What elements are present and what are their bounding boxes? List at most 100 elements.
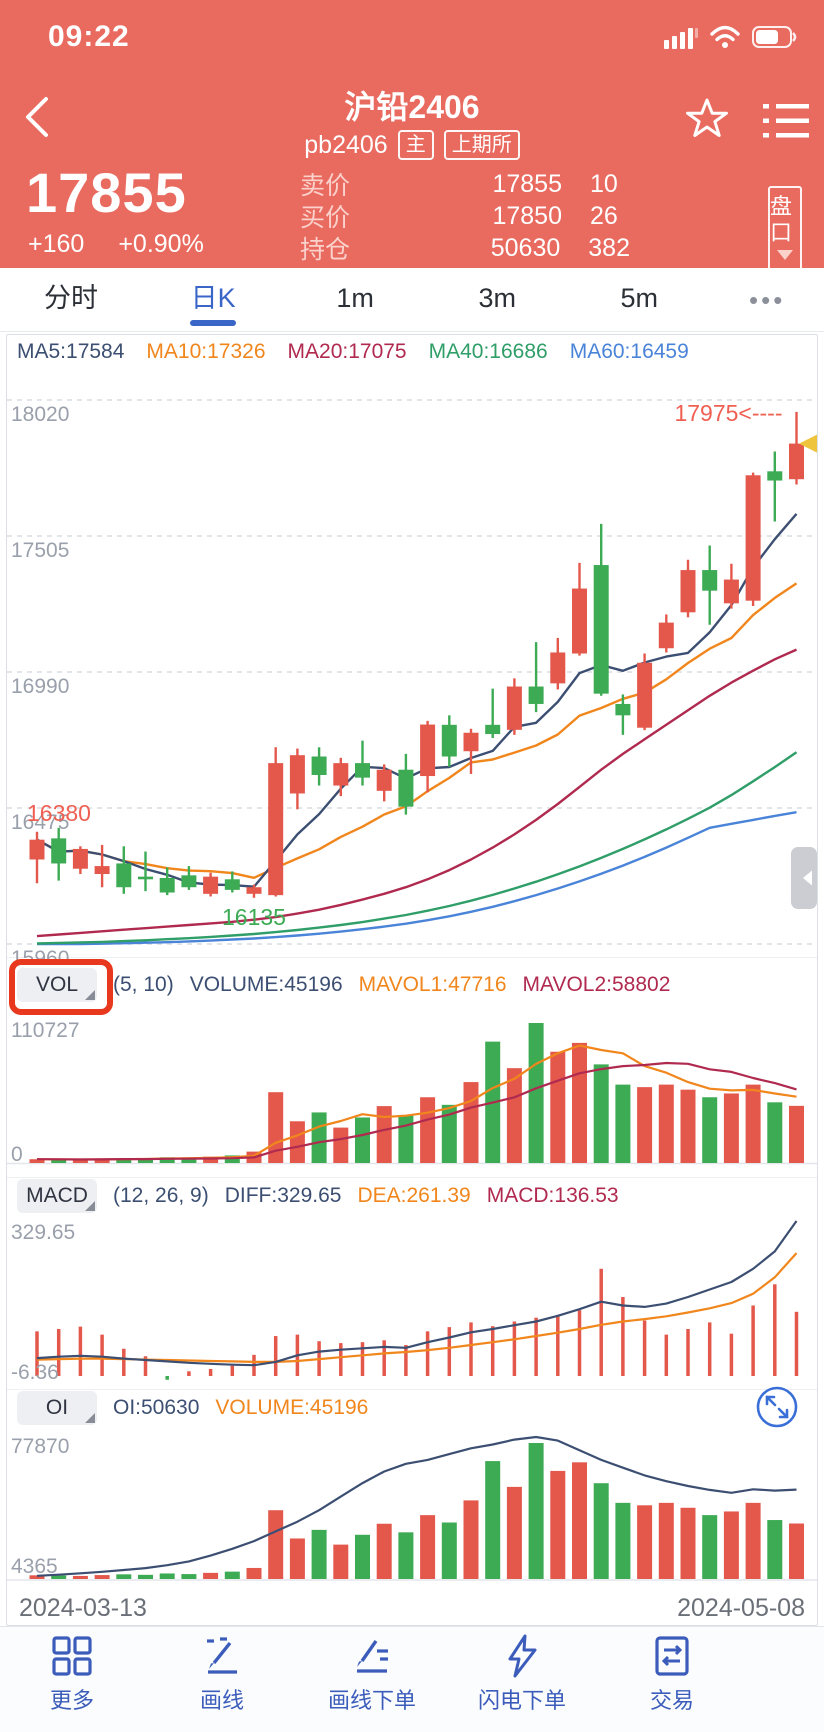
ask-label: 卖价 — [300, 172, 351, 200]
toolbar-more-label: 更多 — [49, 1688, 94, 1713]
status-icons — [664, 24, 798, 50]
period-tabbar: 分时 日K 1m 3m 5m ••• — [0, 268, 824, 332]
macd-indicator-row: MACD (12, 26, 9) DIFF:329.65 DEA:261.39 … — [7, 1177, 817, 1213]
volume-value: VOLUME:45196 — [189, 972, 343, 996]
ma40-value: MA40:16686 — [428, 340, 548, 363]
last-price: 17855 — [26, 161, 187, 224]
oi-volume-value: VOLUME:45196 — [215, 1395, 369, 1419]
first-high-annotation: 16380 — [27, 800, 91, 826]
svg-text:4365: 4365 — [11, 1555, 58, 1578]
toolbar-more[interactable]: 更多 — [17, 1633, 127, 1715]
expand-chart-button[interactable] — [755, 1385, 799, 1429]
open-interest-row: 持仓 50630 382 — [300, 232, 630, 265]
chart-card: MA5:17584 MA10:17326 MA20:17075 MA40:166… — [6, 334, 818, 1626]
svg-text:-6.36: -6.36 — [11, 1361, 59, 1384]
vol-indicator-button[interactable]: VOL — [17, 967, 97, 1002]
svg-text:15960: 15960 — [11, 947, 69, 969]
oi-label: 持仓 — [300, 236, 351, 264]
draw-line-icon — [207, 1637, 237, 1674]
oi-button-label: OI — [45, 1395, 69, 1419]
ask-price: 17855 — [492, 169, 562, 198]
macd-params: (12, 26, 9) — [113, 1183, 209, 1207]
draw-line-order-icon — [357, 1640, 388, 1673]
current-price-marker — [799, 434, 817, 453]
high-price-annotation: 17975<---- — [674, 400, 782, 426]
contract-subtitle: pb2406 主 上期所 — [162, 130, 662, 160]
ma-indicator-row: MA5:17584 MA10:17326 MA20:17075 MA40:166… — [7, 335, 817, 369]
svg-text:16990: 16990 — [11, 675, 69, 698]
toolbar-draw-line-order-label: 画线下单 — [327, 1688, 416, 1713]
depth-panel-button[interactable]: 盘口 — [768, 186, 802, 280]
ma5-value: MA5:17584 — [17, 340, 125, 363]
ma10-value: MA10:17326 — [146, 340, 266, 363]
oi-qty: 382 — [588, 233, 630, 262]
macd-indicator-button[interactable]: MACD — [17, 1178, 97, 1213]
change-percent: +0.90% — [118, 230, 204, 258]
header-section: 09:22 沪铅2406 pb2406 主 — [0, 0, 824, 280]
cellular-icon — [664, 28, 698, 49]
ma60-value: MA60:16459 — [569, 340, 689, 363]
toolbar-draw-line-order[interactable]: 画线下单 — [317, 1633, 427, 1715]
candlestick-chart[interactable]: 18020 17505 16990 16475 15960 16380 16135 17975… — [7, 369, 817, 969]
grid-icon — [52, 1636, 92, 1676]
volume-indicator-row: VOL (5, 10) VOLUME:45196 MAVOL1:47716 MA… — [7, 957, 817, 1011]
svg-text:77870: 77870 — [11, 1435, 69, 1458]
status-time: 09:22 — [48, 20, 130, 53]
oi-current-value: OI:50630 — [113, 1395, 200, 1419]
tab-5m[interactable]: 5m — [620, 283, 659, 313]
battery-icon — [752, 26, 797, 48]
depth-label: 盘口 — [770, 194, 793, 245]
oi-value: 50630 — [490, 233, 561, 262]
tab-3m[interactable]: 3m — [478, 283, 516, 313]
toolbar-draw-line[interactable]: 画线 — [167, 1633, 277, 1715]
oi-indicator-button[interactable]: OI — [17, 1390, 97, 1425]
oi-chart[interactable]: 77870 4365 — [7, 1425, 817, 1593]
mavol1-value: MAVOL1:47716 — [358, 972, 507, 996]
bottom-toolbar: 更多 画线 画线下单 — [0, 1626, 824, 1732]
vol-button-label: VOL — [35, 972, 79, 996]
chevron-down-icon — [777, 250, 793, 260]
ma20-value: MA20:17075 — [287, 340, 407, 363]
svg-text:329.65: 329.65 — [11, 1221, 75, 1244]
bid-label: 买价 — [300, 204, 351, 232]
list-icon[interactable] — [763, 102, 809, 140]
end-date: 2024-05-08 — [677, 1593, 805, 1622]
toolbar-trade[interactable]: 交易 — [617, 1633, 727, 1715]
tab-1m[interactable]: 1m — [336, 283, 374, 313]
tab-timeline[interactable]: 分时 — [44, 283, 99, 313]
ask-row: 卖价 17855 10 — [300, 168, 630, 201]
trade-icon — [655, 1636, 689, 1676]
exchange-badge: 上期所 — [443, 130, 520, 160]
tab-daily-k[interactable]: 日K — [142, 268, 284, 331]
lightning-order-icon — [508, 1634, 537, 1678]
svg-text:16475: 16475 — [11, 811, 69, 834]
wifi-icon — [710, 25, 740, 48]
more-periods-button[interactable]: ••• — [748, 284, 786, 315]
volume-chart[interactable]: 110727 0 — [7, 1011, 817, 1177]
bid-qty: 26 — [590, 201, 618, 230]
macd-chart[interactable]: 329.65 -6.36 — [7, 1213, 817, 1389]
svg-text:18020: 18020 — [11, 403, 69, 426]
macd-value: MACD:136.53 — [486, 1183, 619, 1207]
main-contract-badge: 主 — [397, 130, 434, 160]
date-axis: 2024-03-13 2024-05-08 — [7, 1591, 817, 1625]
bid-row: 买价 17850 26 — [300, 200, 630, 233]
contract-code: pb2406 — [304, 130, 388, 159]
start-date: 2024-03-13 — [19, 1593, 147, 1622]
star-icon[interactable] — [685, 96, 729, 140]
back-button[interactable] — [20, 94, 54, 140]
vol-params: (5, 10) — [113, 972, 174, 996]
dea-value: DEA:261.39 — [357, 1183, 471, 1207]
toolbar-lightning-order[interactable]: 闪电下单 — [467, 1633, 577, 1715]
diff-value: DIFF:329.65 — [224, 1183, 342, 1207]
page-title: 沪铅2406 — [344, 89, 480, 125]
ask-qty: 10 — [590, 169, 618, 198]
quote-table: 卖价 17855 10 买价 17850 26 持仓 50630 382 — [300, 168, 630, 265]
macd-button-label: MACD — [26, 1183, 88, 1207]
toolbar-lightning-order-label: 闪电下单 — [477, 1688, 566, 1713]
svg-text:17505: 17505 — [11, 539, 69, 562]
toolbar-draw-line-label: 画线 — [199, 1688, 244, 1713]
bid-price: 17850 — [492, 201, 562, 230]
low-price-annotation: 16135 — [222, 904, 286, 930]
